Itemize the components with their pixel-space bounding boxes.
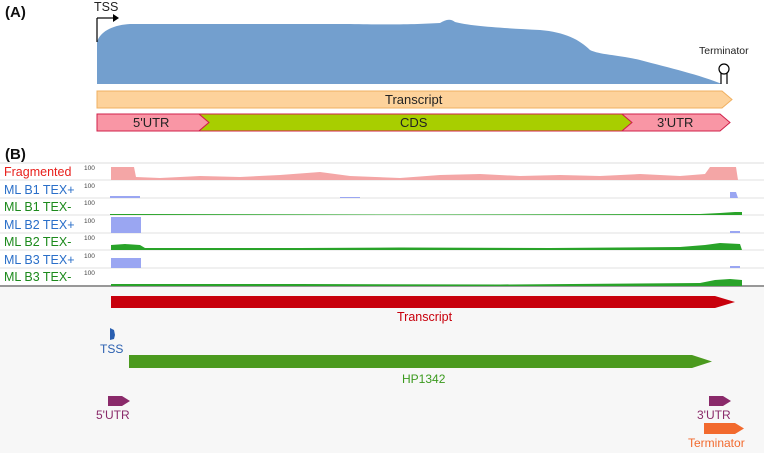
feature-utr3-label: 3'UTR bbox=[697, 408, 731, 422]
feature-tss-label: TSS bbox=[100, 342, 124, 356]
feature-utr5-arrow bbox=[108, 396, 130, 406]
cds-bar-label: CDS bbox=[400, 115, 428, 130]
feature-gene-label: HP1342 bbox=[402, 372, 446, 386]
track-scale-b1-texplus: 100 bbox=[84, 183, 95, 190]
track-name-fragmented: Fragmented bbox=[4, 165, 72, 179]
track-name-b1-texminus: ML B1 TEX- bbox=[4, 200, 72, 214]
transcript-bar bbox=[96, 90, 733, 109]
track-scale-b3-texplus: 100 bbox=[84, 253, 95, 260]
track-fragmented-signal bbox=[111, 167, 738, 180]
track-b3-texplus-signal bbox=[111, 258, 740, 268]
utr3-bar-label: 3'UTR bbox=[657, 115, 694, 130]
track-scale-b2-texminus: 100 bbox=[84, 235, 95, 242]
track-name-b3-texplus: ML B3 TEX+ bbox=[4, 253, 75, 267]
feature-utr3-arrow bbox=[709, 396, 731, 406]
track-b3-texminus-signal bbox=[111, 279, 742, 286]
feature-terminator-label: Terminator bbox=[688, 436, 745, 450]
coverage-profile bbox=[97, 19, 722, 84]
track-scale-b1-texminus: 100 bbox=[84, 200, 95, 207]
utr5-bar-label: 5'UTR bbox=[133, 115, 170, 130]
track-name-b2-texplus: ML B2 TEX+ bbox=[4, 218, 75, 232]
track-scale-b2-texplus: 100 bbox=[84, 218, 95, 225]
track-b1-texminus-signal bbox=[110, 212, 742, 215]
track-b2-texminus-signal bbox=[111, 243, 742, 250]
feature-utr5-label: 5'UTR bbox=[96, 408, 130, 422]
track-name-b2-texminus: ML B2 TEX- bbox=[4, 235, 72, 249]
feature-transcript-arrow bbox=[111, 296, 735, 308]
track-scale-b3-texminus: 100 bbox=[84, 270, 95, 277]
terminator-hairpin bbox=[718, 63, 730, 75]
feature-tss-marker bbox=[110, 328, 115, 340]
feature-gene-arrow bbox=[129, 355, 712, 368]
track-b2-texplus-signal bbox=[111, 217, 740, 233]
tss-label: TSS bbox=[94, 0, 119, 14]
transcript-bar-label: Transcript bbox=[385, 92, 443, 107]
tss-arrow-head bbox=[113, 14, 119, 22]
terminator-label: Terminator bbox=[699, 45, 749, 57]
feature-transcript-label: Transcript bbox=[397, 310, 453, 324]
panel-b-label: (B) bbox=[5, 146, 26, 163]
track-name-b1-texplus: ML B1 TEX+ bbox=[4, 183, 75, 197]
track-b1-texplus-signal bbox=[110, 192, 738, 198]
feature-terminator-arrow bbox=[704, 423, 744, 434]
utr3-bar bbox=[620, 113, 731, 132]
panel-a-label: (A) bbox=[5, 4, 26, 21]
track-name-b3-texminus: ML B3 TEX- bbox=[4, 270, 72, 284]
track-scale-fragmented: 100 bbox=[84, 165, 95, 172]
